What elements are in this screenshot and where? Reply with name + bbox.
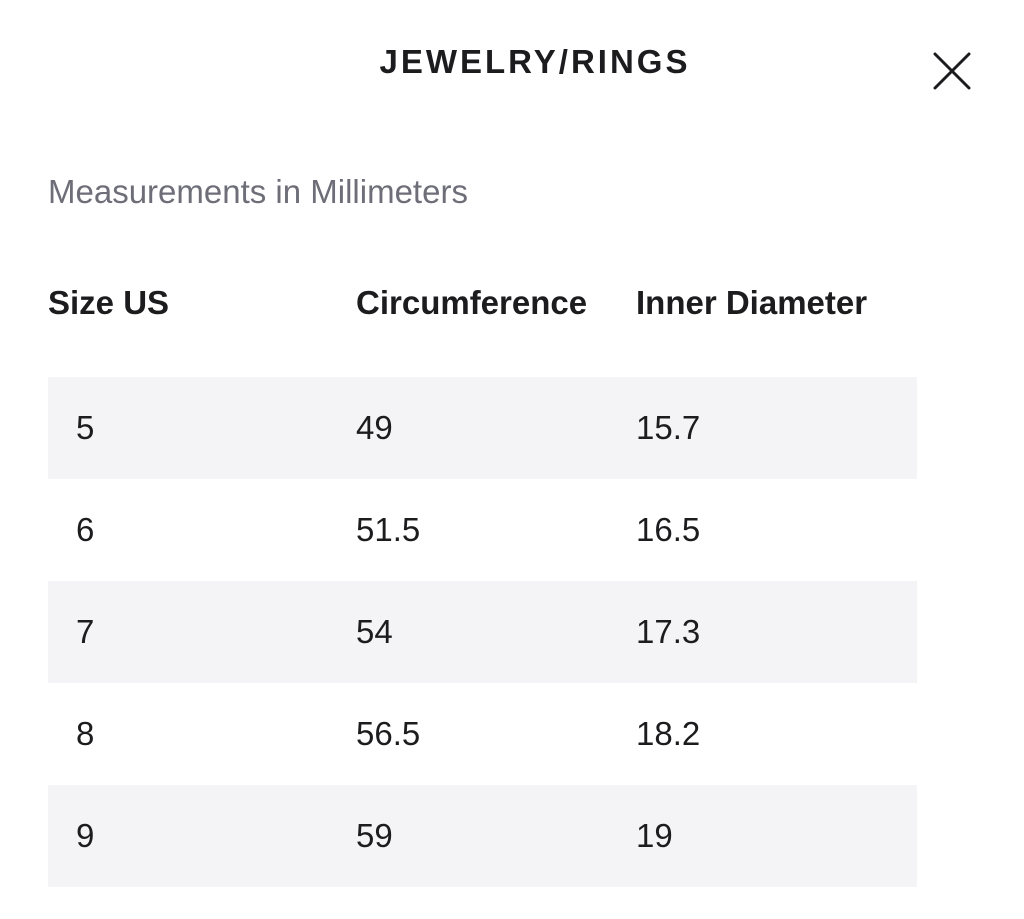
cell-circumference: 54	[356, 613, 393, 650]
table-row: 6 51.5 16.5	[48, 479, 917, 581]
column-header-size-us: Size US	[48, 284, 170, 321]
units-subtitle: Measurements in Millimeters	[48, 173, 468, 210]
cell-inner-diameter: 15.7	[636, 409, 701, 446]
cell-inner-diameter: 19	[636, 817, 673, 854]
table-row: 5 49 15.7	[48, 377, 917, 479]
close-icon	[928, 47, 976, 95]
ring-size-table: Size US Circumference Inner Diameter 5 4…	[48, 276, 917, 887]
cell-size-us: 7	[76, 613, 95, 650]
cell-circumference: 49	[356, 409, 393, 446]
cell-circumference: 51.5	[356, 511, 421, 548]
cell-inner-diameter: 16.5	[636, 511, 701, 548]
modal-title: JEWELRY/RINGS	[379, 43, 691, 80]
close-button[interactable]	[928, 47, 976, 95]
cell-size-us: 8	[76, 715, 95, 752]
cell-size-us: 6	[76, 511, 95, 548]
cell-circumference: 59	[356, 817, 393, 854]
table-row: 7 54 17.3	[48, 581, 917, 683]
cell-circumference: 56.5	[356, 715, 421, 752]
cell-inner-diameter: 17.3	[636, 613, 701, 650]
cell-size-us: 5	[76, 409, 95, 446]
column-header-circumference: Circumference	[356, 284, 588, 321]
table-row: 8 56.5 18.2	[48, 683, 917, 785]
cell-size-us: 9	[76, 817, 95, 854]
table-row: 9 59 19	[48, 785, 917, 887]
cell-inner-diameter: 18.2	[636, 715, 701, 752]
table-header-row: Size US Circumference Inner Diameter	[48, 276, 917, 377]
column-header-inner-diameter: Inner Diameter	[636, 284, 868, 321]
